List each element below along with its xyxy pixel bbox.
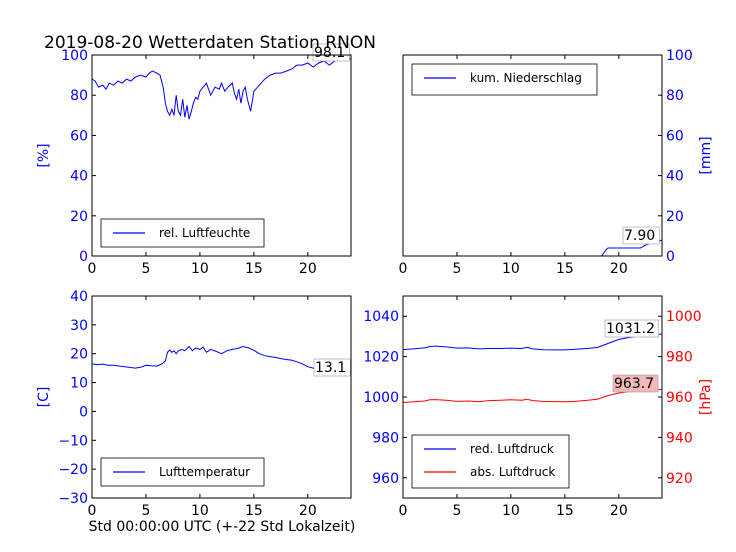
legend-label: abs. Luftdruck <box>470 465 555 479</box>
x-tick-label: 0 <box>399 503 408 519</box>
x-tick-label: 5 <box>452 261 461 277</box>
value-annotation: 98.1 <box>314 45 345 61</box>
x-tick-label: 10 <box>191 261 209 277</box>
y-tick-label: 60 <box>70 128 88 144</box>
legend-box <box>100 218 265 248</box>
y-tick-label: 80 <box>666 88 684 104</box>
x-tick-label: 15 <box>556 503 574 519</box>
x-tick-label: 0 <box>88 261 97 277</box>
y-tick-label: 100 <box>666 48 693 64</box>
y-tick-label: 10 <box>70 376 88 392</box>
y-tick-label: 940 <box>666 430 693 446</box>
y-tick-label: 60 <box>666 128 684 144</box>
y-axis-label: [%] <box>36 143 52 167</box>
value-annotation-box <box>612 374 659 393</box>
y-axis-label: [hPa] <box>698 379 714 415</box>
y-tick-label: 1000 <box>666 309 702 325</box>
y-tick-label: 980 <box>666 350 693 366</box>
legend-label: red. Luftdruck <box>470 442 554 456</box>
legend-label: Lufttemperatur <box>159 465 250 479</box>
value-annotation: 13.1 <box>315 360 346 376</box>
figure-title: 2019-08-20 Wetterdaten Station RNON <box>44 33 376 53</box>
series-line <box>91 345 351 375</box>
y-tick-label: −10 <box>58 433 88 449</box>
x-tick-label: 10 <box>502 503 520 519</box>
y-tick-label: 40 <box>666 169 684 185</box>
y-tick-label: 100 <box>61 48 88 64</box>
y-axis-label: [mm] <box>698 136 714 174</box>
y-tick-label: 960 <box>666 390 693 406</box>
y-tick-label: 980 <box>372 430 399 446</box>
figure-xlabel: Std 00:00:00 UTC (+-22 Std Lokalzeit) <box>89 519 356 535</box>
x-tick-label: 0 <box>399 261 408 277</box>
value-annotation: 963.7 <box>614 376 654 392</box>
y-tick-label: −30 <box>58 491 88 507</box>
y-tick-label: 20 <box>666 209 684 225</box>
y-tick-label: 1000 <box>363 390 399 406</box>
y-tick-label: −20 <box>58 462 88 478</box>
y-tick-label: 20 <box>70 347 88 363</box>
x-tick-label: 10 <box>191 503 209 519</box>
x-tick-label: 5 <box>141 503 150 519</box>
y-tick-label: 40 <box>70 169 88 185</box>
y-tick-label: 0 <box>79 249 88 265</box>
y-tick-label: 40 <box>70 289 88 305</box>
y-tick-label: 0 <box>79 404 88 420</box>
x-tick-label: 20 <box>299 503 317 519</box>
value-annotation: 7.90 <box>624 228 655 244</box>
x-tick-label: 10 <box>502 261 520 277</box>
x-tick-label: 5 <box>141 261 150 277</box>
temperature-frame <box>91 295 352 499</box>
y-tick-label: 960 <box>372 471 399 487</box>
x-tick-label: 15 <box>556 261 574 277</box>
y-tick-label: 1040 <box>363 309 399 325</box>
x-tick-label: 20 <box>610 261 628 277</box>
pressure-frame <box>402 295 663 499</box>
value-annotation: 1031.2 <box>606 321 655 337</box>
legend-box <box>411 434 570 489</box>
legend-label: rel. Luftfeuchte <box>159 226 250 240</box>
y-axis-label: [C] <box>36 387 52 408</box>
y-tick-label: 1020 <box>363 350 399 366</box>
y-tick-label: 30 <box>70 318 88 334</box>
legend-label: kum. Niederschlag <box>470 71 582 85</box>
value-annotation-box <box>313 358 351 377</box>
y-tick-label: 0 <box>666 249 675 265</box>
series-line <box>402 389 663 403</box>
x-tick-label: 0 <box>88 503 97 519</box>
value-annotation-box <box>604 319 659 338</box>
x-tick-label: 5 <box>452 503 461 519</box>
series-line <box>91 58 352 120</box>
y-tick-label: 80 <box>70 88 88 104</box>
series-line <box>402 333 663 351</box>
precipitation-frame <box>402 54 663 257</box>
y-tick-label: 20 <box>70 209 88 225</box>
x-tick-label: 15 <box>245 503 263 519</box>
x-tick-label: 20 <box>299 261 317 277</box>
y-tick-label: 920 <box>666 471 693 487</box>
value-annotation-box <box>622 226 660 245</box>
humidity-frame <box>91 54 352 257</box>
x-tick-label: 20 <box>610 503 628 519</box>
legend-box <box>411 63 598 96</box>
x-tick-label: 15 <box>245 261 263 277</box>
value-annotation-box <box>312 43 350 62</box>
